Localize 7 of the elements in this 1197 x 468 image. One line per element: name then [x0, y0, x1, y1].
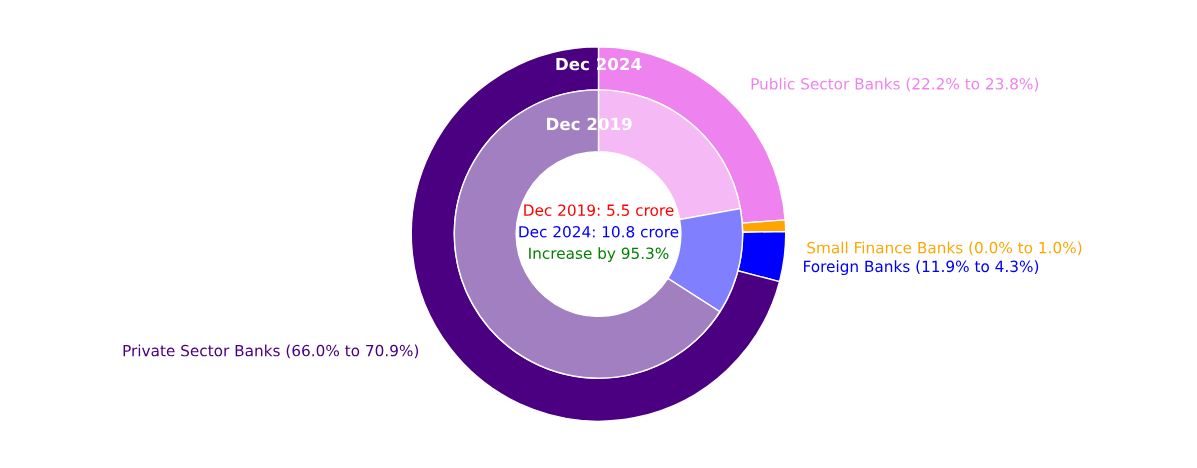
- slice-label: Foreign Banks (11.9% to 4.3%): [804, 260, 1039, 276]
- text: Dec 2019: 5.5 crore: [524, 204, 674, 216]
- slice-label: Private Sector Banks (66.0% to 70.9%): [123, 344, 419, 359]
- text: Dec 2024: 10.8 crore: [519, 225, 679, 238]
- slice-label: Public Sector Banks (22.2% to 23.8%): [751, 77, 1039, 92]
- text: Increase by 95.3%: [529, 247, 669, 262]
- slice-label: Small Finance Banks (0.0% to 1.0%): [807, 241, 1082, 256]
